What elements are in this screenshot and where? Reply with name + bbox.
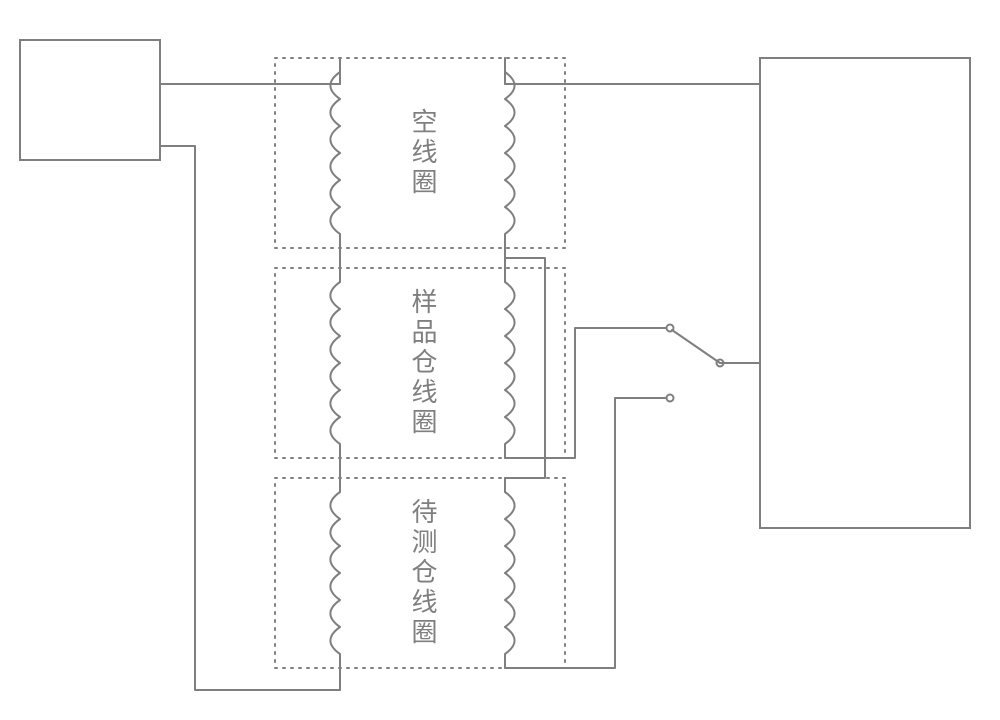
coil-label: 空线圈 (403, 66, 443, 240)
coil-label: 样品仓线圈 (403, 276, 443, 450)
coil-label: 待测仓线圈 (403, 486, 443, 660)
